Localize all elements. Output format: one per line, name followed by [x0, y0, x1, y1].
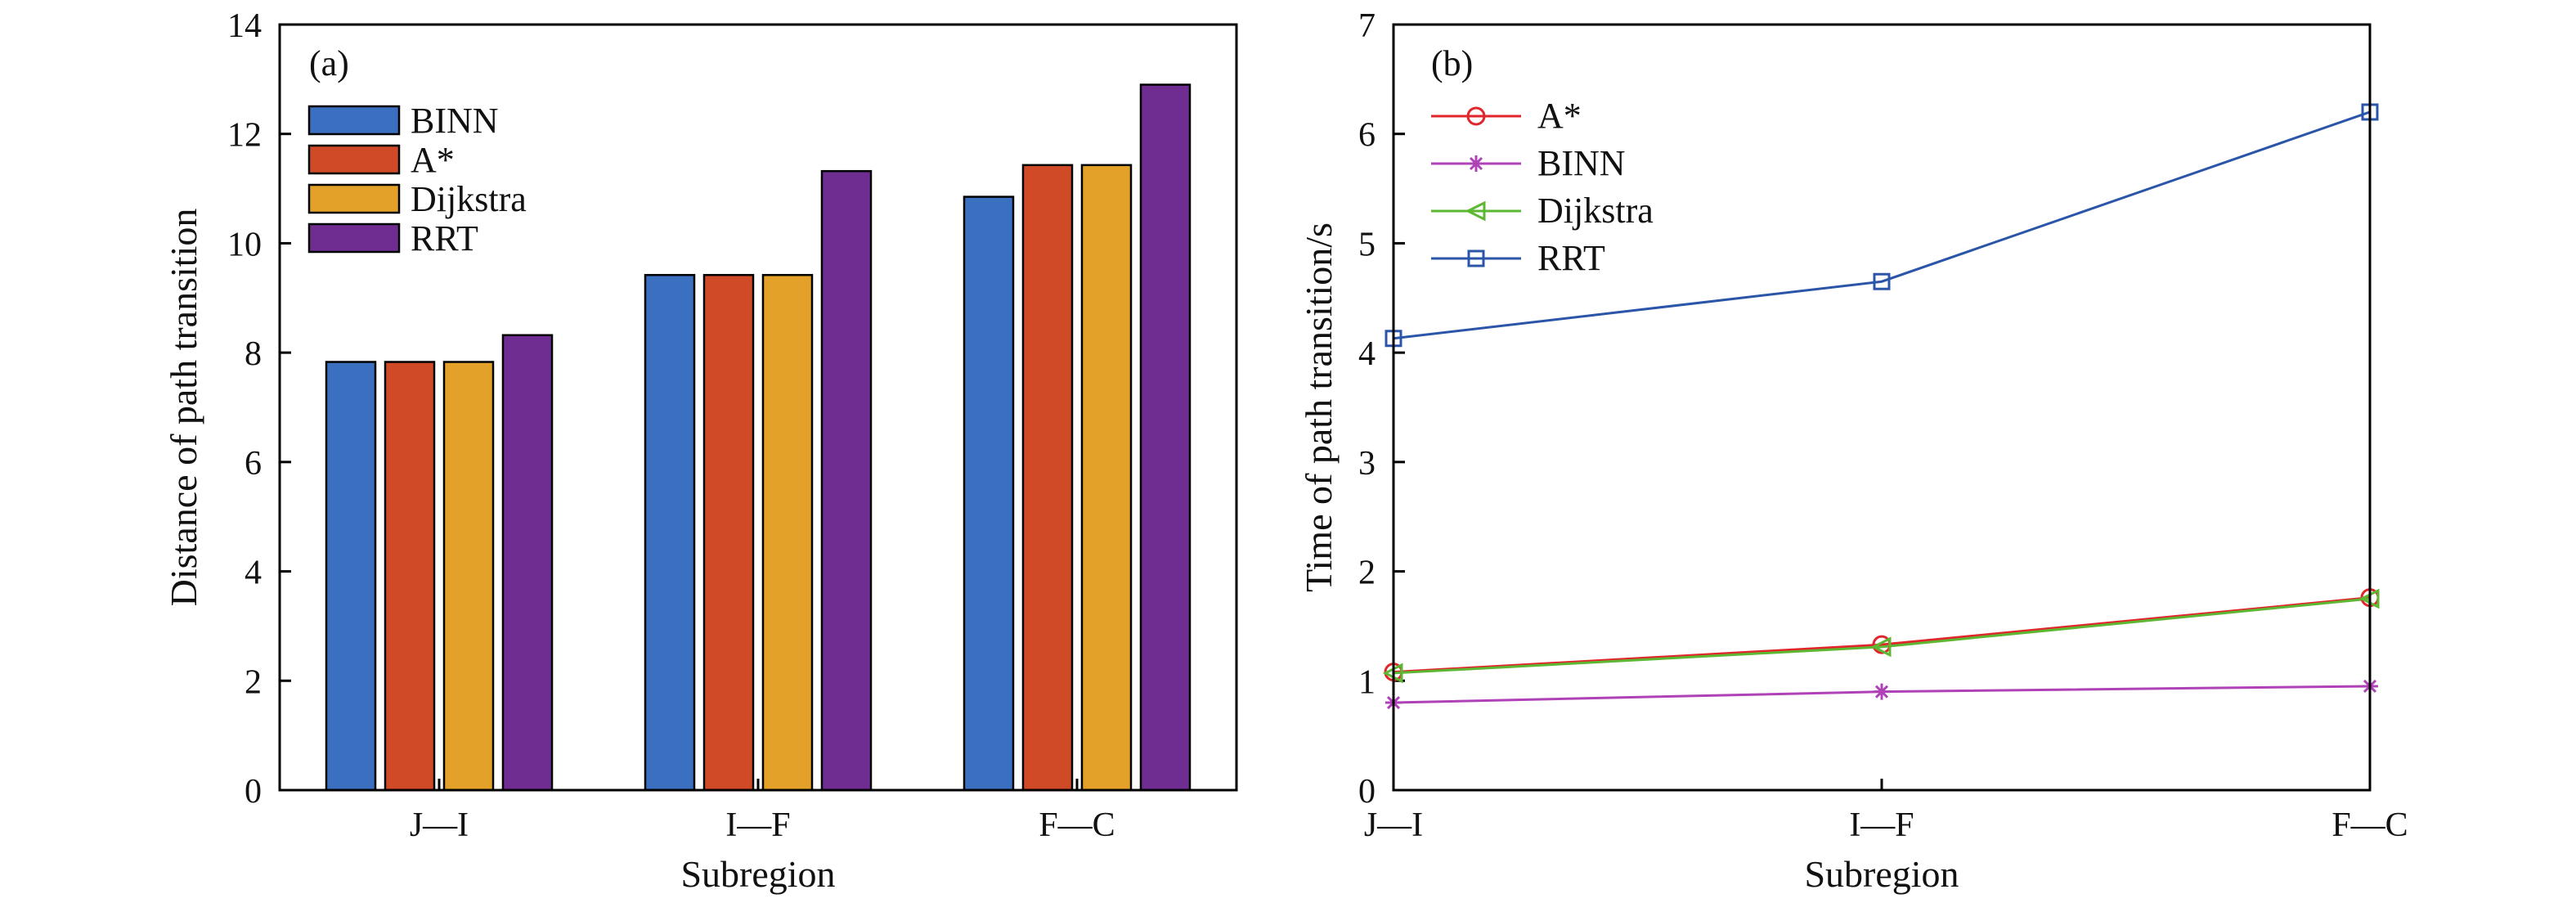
- panel-a-x-tick-label: F—C: [1039, 806, 1115, 844]
- panel-a-y-tick-label: 4: [245, 555, 262, 592]
- panel-b-y-tick-label: 2: [1358, 555, 1376, 592]
- panel-a-y-tick-label: 14: [227, 7, 262, 45]
- panel-a-y-tick-label: 12: [227, 117, 262, 155]
- bar-dijkstra-f-c: [1080, 164, 1133, 792]
- bar-dijkstra-j-i: [442, 361, 495, 792]
- bar-rrt-i-f: [820, 169, 873, 792]
- series-line-a-star: [1393, 596, 2371, 674]
- panel-a-y-tick-label: 8: [245, 335, 262, 373]
- panel-a-y-tick-label: 6: [245, 445, 262, 483]
- panel-b-label: (b): [1431, 43, 1473, 83]
- panel-a-x-tick-label: J—I: [410, 806, 469, 844]
- panel-a-distance-chart: 0 2 4 6 8 10 12 14 J—I I—F F—C (a) BINNA*DijkstraR…: [163, 7, 1238, 895]
- legend-label-a-star: A*: [411, 140, 455, 180]
- legend-label-rrt: RRT: [1537, 238, 1605, 278]
- panel-b-x-tick-label: J—I: [1364, 806, 1423, 844]
- panel-a-label: (a): [309, 43, 349, 83]
- legend-label-binn: BINN: [411, 101, 499, 141]
- panel-a-x-axis-title: Subregion: [680, 853, 835, 895]
- series-line-rrt: [1393, 110, 2371, 340]
- bar-binn-i-f: [644, 273, 696, 792]
- panel-b-plot-frame: [1392, 23, 2372, 792]
- panel-b-legend: A* BINN Dijkstra RRT: [1431, 96, 1654, 278]
- legend-label-dijkstra: Dijkstra: [1537, 191, 1654, 231]
- bar-binn-f-c: [963, 195, 1015, 792]
- panel-b-series-markers: [1382, 103, 2380, 712]
- legend-marker-binn: [1468, 155, 1484, 172]
- legend-label-binn: BINN: [1537, 143, 1626, 183]
- legend-marker-a-star: [1466, 106, 1486, 126]
- panel-b-y-tick-label: 1: [1358, 663, 1376, 701]
- legend-marker-rrt: [1467, 249, 1485, 267]
- bar-rrt-f-c: [1139, 83, 1192, 792]
- panel-b-x-tick-label: I—F: [1849, 806, 1914, 844]
- bar-binn-j-i: [325, 361, 377, 792]
- panel-a-bars: [325, 83, 1192, 792]
- panel-a-plot-frame: [278, 23, 1238, 792]
- panel-b-y-tick-label: 7: [1358, 7, 1376, 45]
- panel-a-y-tick-label: 2: [245, 663, 262, 701]
- legend-label-a-star: A*: [1537, 96, 1582, 136]
- panel-b-y-tick-label: 4: [1358, 335, 1376, 373]
- legend-swatch-rrt: [307, 222, 401, 254]
- bar-a-star-f-c: [1021, 164, 1074, 792]
- panel-b-y-tick-label: 0: [1358, 773, 1376, 811]
- panel-b-y-tick-label: 6: [1358, 117, 1376, 155]
- bar-rrt-j-i: [501, 334, 554, 792]
- panel-a-x-tick-label: I—F: [725, 806, 790, 844]
- legend-swatch-binn: [307, 105, 401, 136]
- bar-a-star-i-f: [702, 273, 755, 792]
- panel-b-y-tick-label: 5: [1358, 226, 1376, 263]
- panel-b-y-tick-label: 3: [1358, 445, 1376, 483]
- point-rrt-i-f: [1873, 272, 1891, 290]
- point-binn-i-f: [1874, 683, 1890, 700]
- panel-b-y-axis-title: Time of path transition/s: [1298, 222, 1340, 592]
- legend-swatch-a-star: [307, 144, 401, 175]
- panel-b-x-tick-label: F—C: [2331, 806, 2408, 844]
- legend-swatch-dijkstra: [307, 183, 401, 214]
- bar-dijkstra-i-f: [761, 273, 814, 792]
- bar-a-star-j-i: [384, 361, 436, 792]
- legend-marker-dijkstra: [1465, 200, 1486, 222]
- panel-b-axis-ticks: 0 1 2 3 4 5 6 7 J—I I—F F—C: [1358, 7, 2408, 844]
- series-line-dijkstra: [1393, 597, 2371, 675]
- legend-label-rrt: RRT: [411, 218, 478, 258]
- panel-a-y-axis-title: Distance of path transition: [163, 209, 204, 607]
- panel-a-y-tick-label: 10: [227, 226, 262, 263]
- panel-a-y-tick-label: 0: [245, 773, 262, 811]
- point-dijkstra-i-f: [1870, 636, 1892, 658]
- panel-a-axis-ticks: 0 2 4 6 8 10 12 14 J—I I—F F—C: [227, 7, 1115, 844]
- legend-label-dijkstra: Dijkstra: [411, 179, 527, 219]
- panel-b-x-axis-title: Subregion: [1804, 853, 1959, 895]
